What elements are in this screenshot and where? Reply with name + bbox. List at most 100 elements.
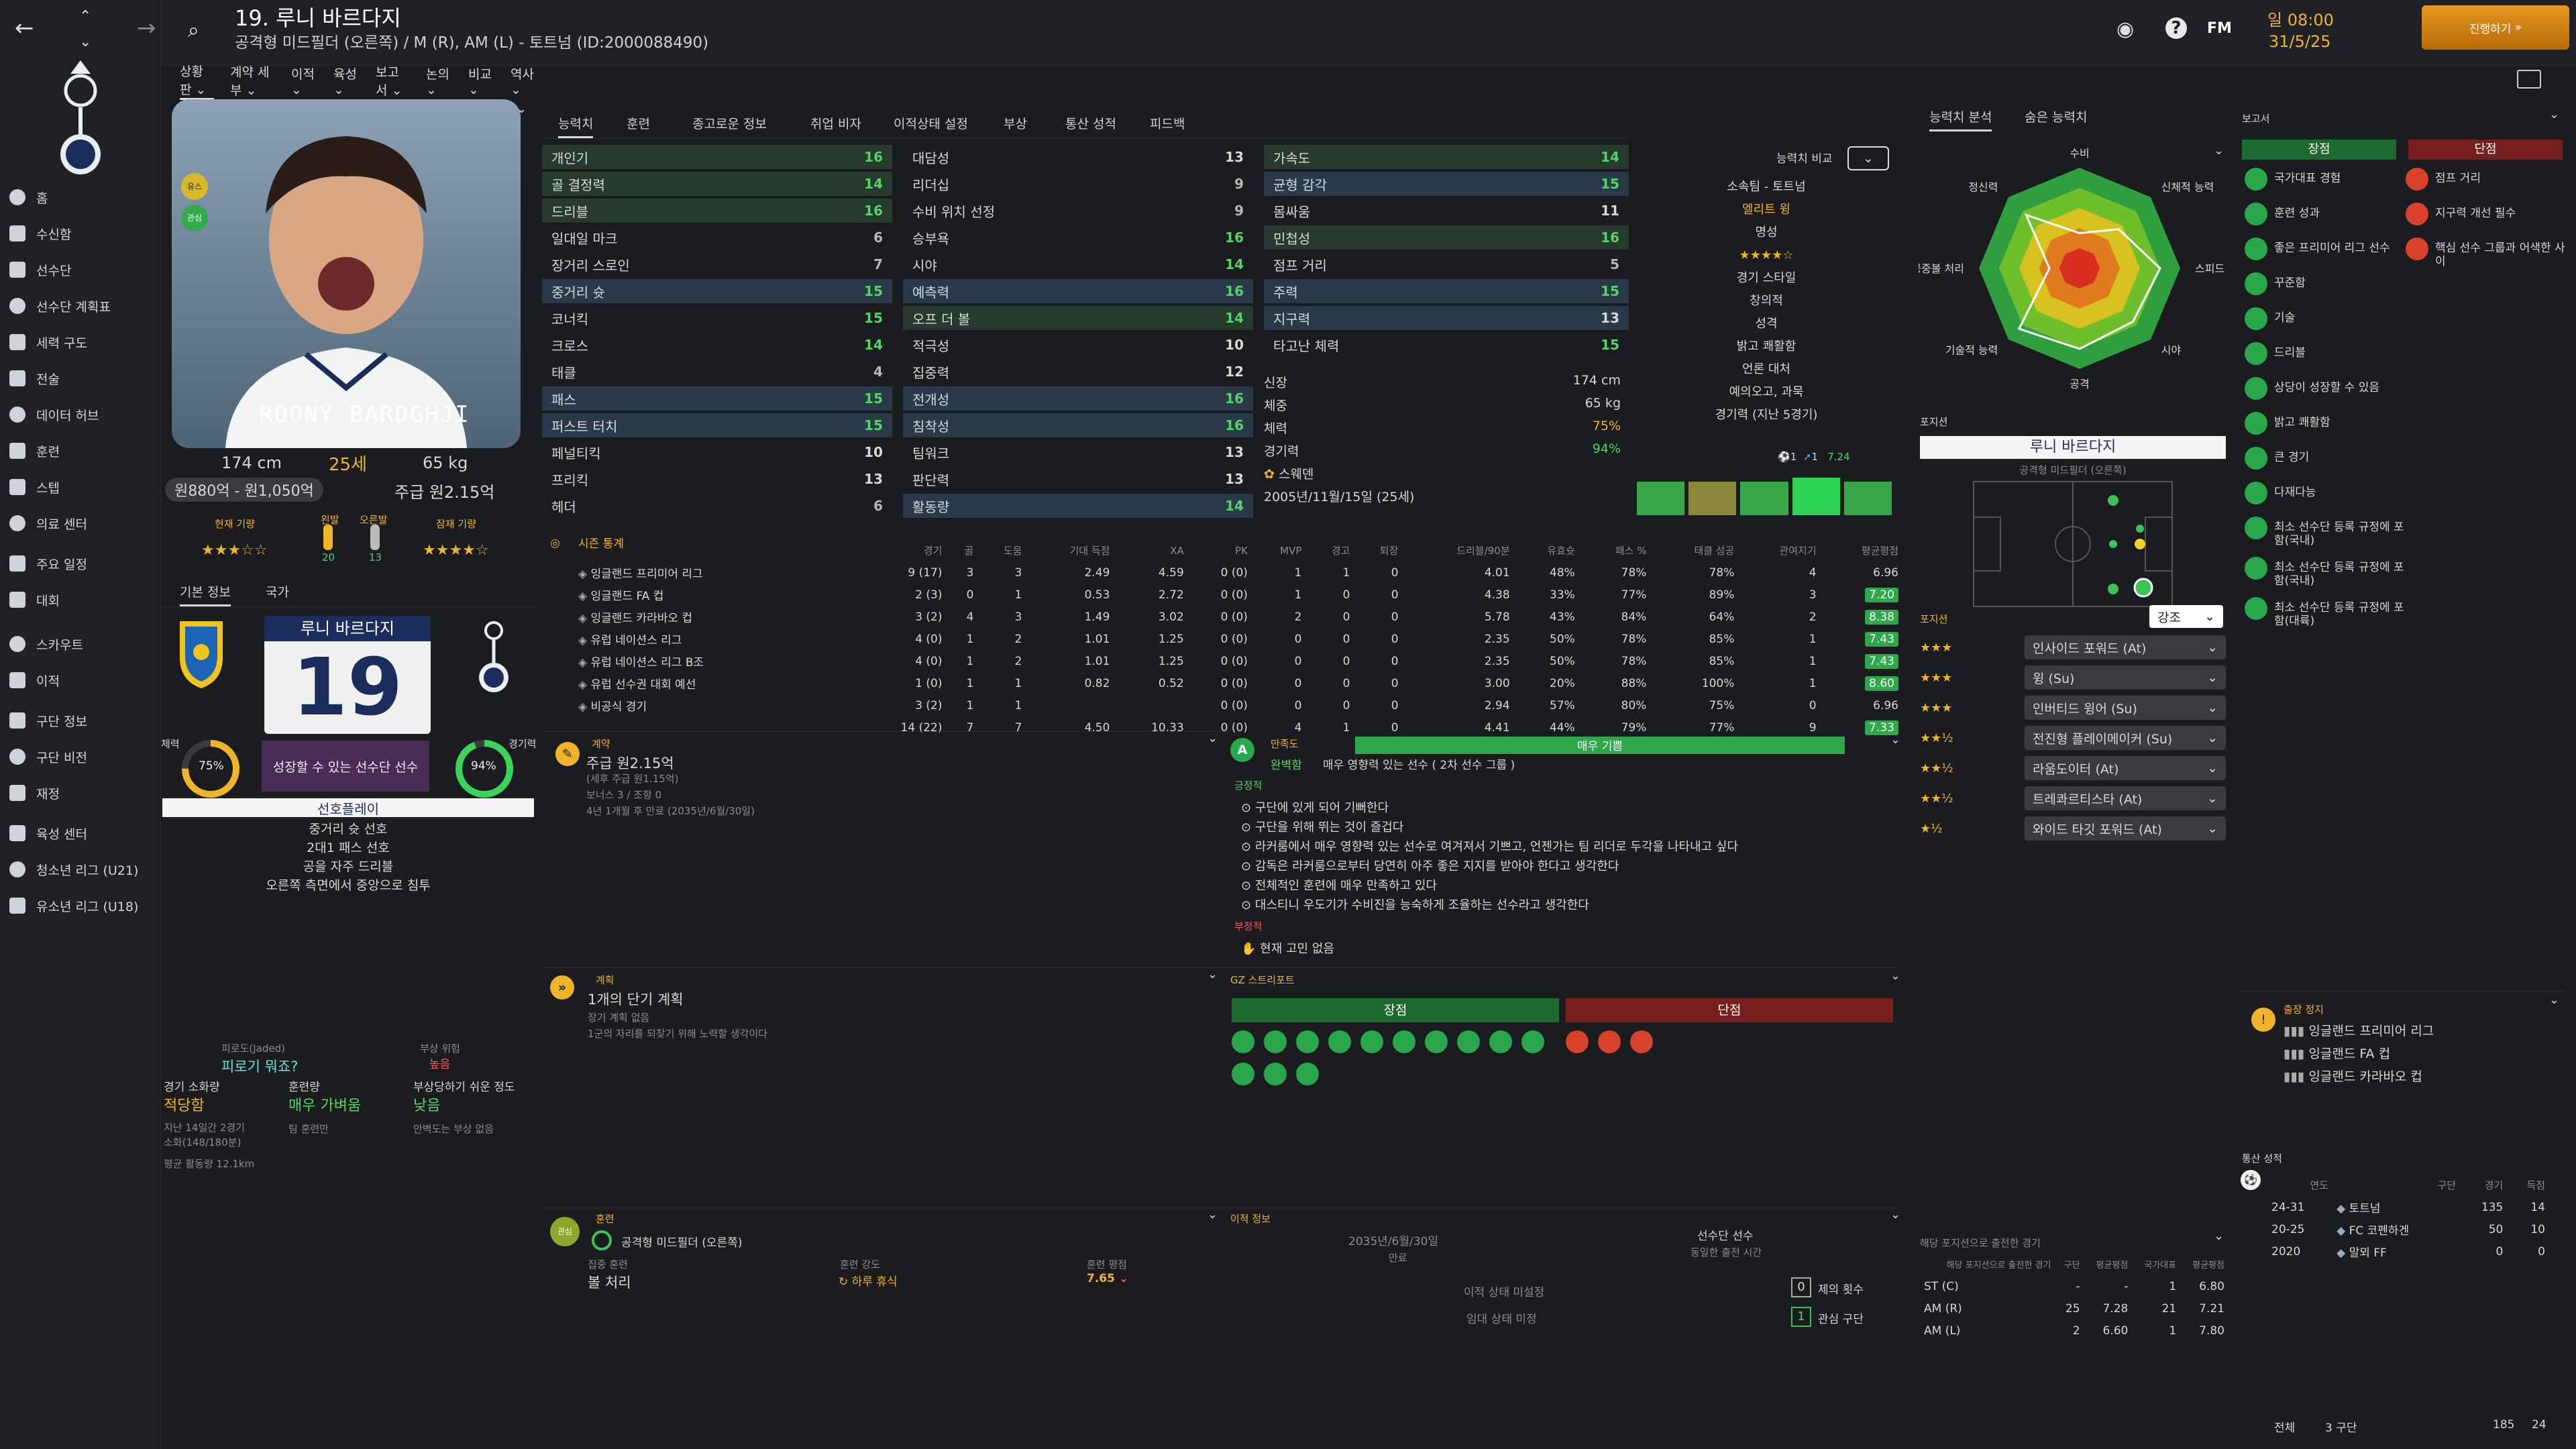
report-con-item[interactable]: 핵심 선수 그룹과 어색한 사이 bbox=[2406, 237, 2567, 268]
role-row[interactable]: ★★★ 인버티드 윙어 (Su) ⌄ bbox=[1920, 695, 2226, 720]
role-dropdown[interactable]: 트레콰르티스타 (At) ⌄ bbox=[2025, 786, 2226, 810]
stats-header[interactable]: MVP bbox=[1280, 544, 1302, 557]
forward-arrow-icon[interactable]: → bbox=[137, 15, 156, 42]
stats-header[interactable]: PK bbox=[1235, 544, 1248, 557]
attribute-row[interactable]: 크로스 14 bbox=[542, 333, 892, 357]
interest-label[interactable]: 관심 구단 bbox=[1818, 1313, 1864, 1326]
attribute-tab[interactable]: 통산 성적 bbox=[1065, 117, 1116, 131]
transfer-title[interactable]: 이적 정보 bbox=[1230, 1213, 1271, 1225]
report-pro-item[interactable]: 밝고 쾌활함 bbox=[2245, 412, 2406, 435]
sidebar-item-tactics[interactable]: 전술 bbox=[9, 364, 60, 393]
table-row[interactable]: ◈ 유럽 네이션스 리그 4 (0) 1 2 1.01 1.25 0 (0) 0 0 0 2.35 5… bbox=[574, 628, 1902, 650]
contract-title[interactable]: 계약 bbox=[592, 738, 610, 750]
player-value[interactable]: 원880억 - 원1,050억 bbox=[165, 478, 323, 502]
stats-header[interactable]: XA bbox=[1170, 544, 1184, 557]
transfer-collapse-icon[interactable]: ⌄ bbox=[1890, 1208, 1901, 1222]
role-dropdown[interactable]: 라움도이터 (At) ⌄ bbox=[2025, 756, 2226, 780]
sidebar-item-squad-planner[interactable]: 선수단 계획표 bbox=[9, 291, 111, 321]
report-pro-item[interactable]: 훈련 성과 bbox=[2245, 203, 2406, 225]
sidebar-item-medical[interactable]: 의료 센터 bbox=[9, 508, 87, 538]
sidebar-item-inbox[interactable]: 수신함 bbox=[9, 219, 71, 248]
stats-header[interactable]: 태클 성공 bbox=[1694, 545, 1735, 557]
attribute-row[interactable]: 골 결정력 14 bbox=[542, 172, 892, 196]
attribute-tab[interactable]: 이적상태 설정 bbox=[894, 117, 968, 131]
stats-header[interactable]: 경고 bbox=[1331, 545, 1350, 557]
chevron-up-icon[interactable]: ⌃ bbox=[79, 8, 92, 25]
report-pro-item[interactable]: 좋은 프리미어 리그 선수 bbox=[2245, 237, 2406, 260]
attribute-row[interactable]: 패스 15 bbox=[542, 386, 892, 411]
attribute-row[interactable]: 집중력 12 bbox=[903, 360, 1253, 384]
sidebar-item-transfers[interactable]: 이적 bbox=[9, 665, 60, 695]
reports-collapse-icon[interactable]: ⌄ bbox=[2549, 107, 2560, 121]
table-row[interactable]: ◈ 유럽 선수권 대회 예선 1 (0) 1 1 0.82 0.52 0 (0) 0 0 0 3.0… bbox=[574, 672, 1902, 694]
role-row[interactable]: ★★½ 전진형 플레이메이커 (Su) ⌄ bbox=[1920, 725, 2226, 751]
attribute-tab[interactable]: 취업 비자 bbox=[810, 117, 861, 131]
stats-header[interactable]: 경기 bbox=[923, 545, 943, 557]
training-icon[interactable] bbox=[1264, 1030, 1287, 1053]
roles-title[interactable]: 포지션 bbox=[1920, 613, 1948, 625]
stats-header[interactable]: 패스 % bbox=[1615, 545, 1647, 557]
homegrown-icon[interactable] bbox=[1264, 1063, 1287, 1085]
subnav-item[interactable]: 육성 ⌄ bbox=[333, 66, 358, 97]
stats-header[interactable]: 유효슛 bbox=[1547, 545, 1575, 557]
attribute-tab[interactable]: 능력치 bbox=[558, 114, 594, 138]
sidebar-item-schedule[interactable]: 주요 일정 bbox=[9, 549, 87, 578]
dribble-icon[interactable] bbox=[1393, 1030, 1415, 1053]
table-row[interactable]: ◈ 잉글랜드 카라바오 컵 3 (2) 4 3 1.49 3.02 0 (0) 2 0 0 5.78… bbox=[574, 606, 1902, 628]
attribute-row[interactable]: 지구력 13 bbox=[1264, 306, 1629, 330]
flag-icon[interactable] bbox=[1232, 1030, 1254, 1053]
report-pro-item[interactable]: 최소 선수단 등록 규정에 포함(대륙) bbox=[2245, 597, 2406, 628]
attribute-row[interactable]: 팀워크 13 bbox=[903, 440, 1253, 464]
sidebar-item-dev-centre[interactable]: 육성 센터 bbox=[9, 818, 87, 848]
subnav-item[interactable]: 논의 ⌄ bbox=[426, 66, 449, 97]
report-pro-item[interactable]: 상당이 성장할 수 있음 bbox=[2245, 377, 2406, 400]
attribute-row[interactable]: 대담성 13 bbox=[903, 145, 1253, 169]
role-row[interactable]: ★★★ 인사이드 포워드 (At) ⌄ bbox=[1920, 635, 2226, 660]
attribute-row[interactable]: 시야 14 bbox=[903, 252, 1253, 276]
subnav-item[interactable]: 비교 ⌄ bbox=[468, 66, 492, 97]
attribute-row[interactable]: 침착성 16 bbox=[903, 413, 1253, 437]
role-row[interactable]: ★★½ 트레콰르티스타 (At) ⌄ bbox=[1920, 786, 2226, 811]
sidebar-item-club-vision[interactable]: 구단 비전 bbox=[9, 742, 87, 771]
stats-header[interactable]: 골 bbox=[964, 545, 974, 557]
sidebar-item-competitions[interactable]: 대회 bbox=[9, 585, 60, 614]
attribute-row[interactable]: 적극성 10 bbox=[903, 333, 1253, 357]
attribute-row[interactable]: 전개성 16 bbox=[903, 386, 1253, 411]
role-row[interactable]: ★★★ 윙 (Su) ⌄ bbox=[1920, 665, 2226, 690]
gz-collapse-icon[interactable]: ⌄ bbox=[1890, 969, 1901, 983]
sidebar-item-squad[interactable]: 선수단 bbox=[9, 255, 71, 284]
happiness-title[interactable]: 만족도 bbox=[1271, 738, 1299, 750]
continue-button[interactable]: 진행하기 » bbox=[2422, 5, 2569, 50]
table-row[interactable]: ◈ 유럽 네이션스 리그 B조 4 (0) 1 2 1.01 1.25 0 (0) 0 0 0 2.… bbox=[574, 650, 1902, 672]
report-pro-item[interactable]: 큰 경기 bbox=[2245, 447, 2406, 470]
attribute-row[interactable]: 타고난 체력 15 bbox=[1264, 333, 1629, 357]
report-pro-item[interactable]: 최소 선수단 등록 규정에 포함(국내) bbox=[2245, 517, 2406, 547]
stamina-icon[interactable] bbox=[1598, 1030, 1621, 1053]
technique-icon[interactable] bbox=[1360, 1030, 1383, 1053]
attribute-row[interactable]: 개인기 16 bbox=[542, 145, 892, 169]
table-row[interactable]: 20-25 ◆ FC 코펜하겐 50 10 bbox=[2267, 1218, 2549, 1240]
attribute-row[interactable]: 활동량 14 bbox=[903, 494, 1253, 518]
attribute-row[interactable]: 예측력 16 bbox=[903, 279, 1253, 303]
report-pro-item[interactable]: 꾸준함 bbox=[2245, 272, 2406, 295]
role-dropdown[interactable]: 전진형 플레이메이커 (Su) ⌄ bbox=[2025, 726, 2226, 750]
attribute-row[interactable]: 드리블 16 bbox=[542, 199, 892, 223]
plans-collapse-icon[interactable]: ⌄ bbox=[1208, 967, 1218, 981]
attribute-row[interactable]: 태클 4 bbox=[542, 360, 892, 384]
report-con-item[interactable]: 지구력 개선 필수 bbox=[2406, 203, 2567, 225]
role-dropdown[interactable]: 인버티드 윙어 (Su) ⌄ bbox=[2025, 696, 2226, 720]
gz-report-title[interactable]: GZ 스트리포트 bbox=[1230, 974, 1295, 986]
stats-header[interactable]: 기대 득점 bbox=[1069, 545, 1110, 557]
fm-logo[interactable]: FM bbox=[2207, 20, 2232, 37]
attribute-row[interactable]: 판단력 13 bbox=[903, 467, 1253, 491]
roles-dropdown[interactable]: 강조 ⌄ bbox=[2149, 605, 2223, 628]
sidebar-item-staff[interactable]: 스텝 bbox=[9, 472, 60, 502]
role-dropdown[interactable]: 와이드 타깃 포워드 (At) ⌄ bbox=[2025, 816, 2226, 841]
report-pro-item[interactable]: 다재다능 bbox=[2245, 482, 2406, 504]
attribute-row[interactable]: 장거리 스로인 7 bbox=[542, 252, 892, 276]
subnav-item[interactable]: 상황판 ⌄ bbox=[180, 62, 214, 100]
contract-collapse-icon[interactable]: ⌄ bbox=[1208, 731, 1218, 745]
sidebar-item-u18[interactable]: 유소년 리그 (U18) bbox=[9, 891, 138, 920]
subnav-item[interactable]: 보고서 ⌄ bbox=[376, 65, 402, 98]
